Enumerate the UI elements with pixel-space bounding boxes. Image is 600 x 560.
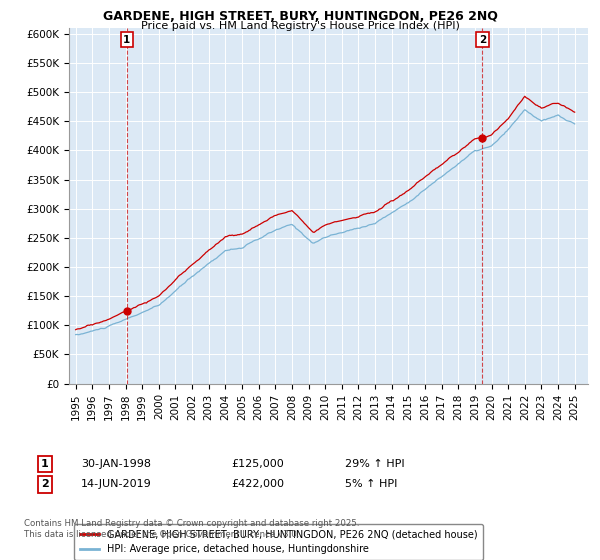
Text: 30-JAN-1998: 30-JAN-1998 bbox=[81, 459, 151, 469]
Text: 2: 2 bbox=[41, 479, 49, 489]
Text: £125,000: £125,000 bbox=[231, 459, 284, 469]
Text: 1: 1 bbox=[41, 459, 49, 469]
Text: 29% ↑ HPI: 29% ↑ HPI bbox=[345, 459, 404, 469]
Text: 14-JUN-2019: 14-JUN-2019 bbox=[81, 479, 152, 489]
Text: 5% ↑ HPI: 5% ↑ HPI bbox=[345, 479, 397, 489]
Text: 1: 1 bbox=[123, 35, 131, 45]
Text: Price paid vs. HM Land Registry's House Price Index (HPI): Price paid vs. HM Land Registry's House … bbox=[140, 21, 460, 31]
Text: 2: 2 bbox=[479, 35, 486, 45]
Text: GARDENE, HIGH STREET, BURY, HUNTINGDON, PE26 2NQ: GARDENE, HIGH STREET, BURY, HUNTINGDON, … bbox=[103, 10, 497, 23]
Text: £422,000: £422,000 bbox=[231, 479, 284, 489]
Text: Contains HM Land Registry data © Crown copyright and database right 2025.
This d: Contains HM Land Registry data © Crown c… bbox=[24, 520, 359, 539]
Legend: GARDENE, HIGH STREET, BURY, HUNTINGDON, PE26 2NQ (detached house), HPI: Average : GARDENE, HIGH STREET, BURY, HUNTINGDON, … bbox=[74, 524, 484, 560]
